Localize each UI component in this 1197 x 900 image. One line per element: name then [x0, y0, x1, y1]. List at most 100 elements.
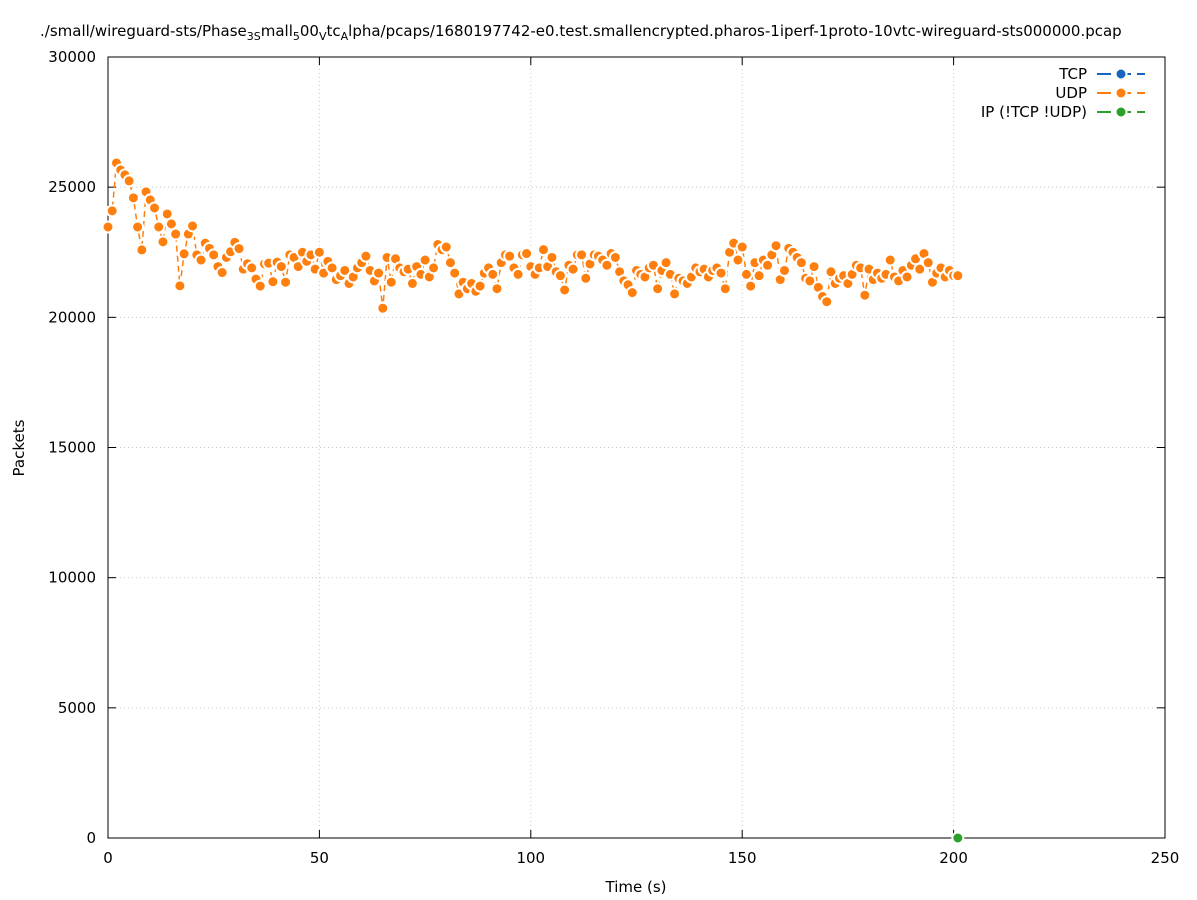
plot-border — [107, 56, 1166, 839]
x-tick-label: 150 — [728, 849, 757, 867]
data-point — [761, 258, 775, 272]
x-tick-label: 0 — [103, 849, 113, 867]
data-point — [245, 261, 259, 275]
x-tick-label: 250 — [1151, 849, 1180, 867]
x-tick-label: 200 — [939, 849, 968, 867]
data-point — [558, 283, 572, 297]
data-point — [566, 262, 580, 276]
title-segment: tc — [327, 22, 341, 40]
data-point — [418, 253, 432, 267]
title-segment: mall — [261, 22, 293, 40]
title-segment: 00 — [300, 22, 319, 40]
title-segment: ./small/wireguard-sts/Phase — [40, 22, 247, 40]
legend-swatch-point — [1114, 86, 1128, 100]
data-point — [274, 260, 288, 274]
data-point — [951, 831, 965, 845]
data-point — [536, 243, 550, 257]
data-point — [135, 243, 149, 257]
data-point — [651, 282, 665, 296]
data-point — [105, 204, 119, 218]
y-axis-label: Packets — [10, 419, 28, 476]
data-point — [659, 256, 673, 270]
legend-label: IP (!TCP !UDP) — [981, 103, 1087, 121]
data-point — [148, 201, 162, 215]
title-segment: lpha/pcaps/1680197742-e0.test.smallencry… — [348, 22, 1122, 40]
data-point — [384, 275, 398, 289]
data-point — [443, 256, 457, 270]
data-point — [186, 219, 200, 233]
data-point — [668, 287, 682, 301]
data-point — [858, 288, 872, 302]
data-point — [448, 266, 462, 280]
data-point — [735, 240, 749, 254]
data-point — [405, 276, 419, 290]
data-point — [486, 267, 500, 281]
data-point — [312, 245, 326, 259]
data-point — [439, 240, 453, 254]
data-point — [325, 261, 339, 275]
data-point — [177, 247, 191, 261]
data-point — [131, 220, 145, 234]
data-point — [553, 269, 567, 283]
data-point — [338, 263, 352, 277]
data-point — [883, 253, 897, 267]
data-point — [279, 275, 293, 289]
data-point — [744, 279, 758, 293]
data-point — [913, 262, 927, 276]
data-point — [752, 269, 766, 283]
data-point — [173, 279, 187, 293]
data-point — [427, 261, 441, 275]
title-segment: A — [341, 30, 349, 43]
data-point — [215, 266, 229, 280]
data-point — [207, 248, 221, 262]
data-point — [824, 265, 838, 279]
data-point — [253, 279, 267, 293]
data-point — [714, 266, 728, 280]
data-point — [900, 270, 914, 284]
legend-swatch-point — [1114, 105, 1128, 119]
x-tick-label: 50 — [310, 849, 329, 867]
y-tick-label: 25000 — [48, 178, 96, 196]
y-tick-label: 15000 — [48, 439, 96, 457]
data-point — [122, 174, 136, 188]
data-point — [126, 191, 140, 205]
data-point — [376, 301, 390, 315]
data-point — [769, 239, 783, 253]
title-segment: 3S — [247, 30, 261, 43]
data-point — [739, 267, 753, 281]
x-axis-label: Time (s) — [605, 878, 667, 896]
data-point — [777, 263, 791, 277]
data-point — [520, 247, 534, 261]
data-point — [951, 269, 965, 283]
data-point — [156, 235, 170, 249]
data-point — [101, 220, 115, 234]
data-point — [511, 267, 525, 281]
data-point — [473, 279, 487, 293]
data-point — [718, 282, 732, 296]
data-point — [232, 242, 246, 256]
y-tick-label: 30000 — [48, 48, 96, 66]
data-point — [575, 248, 589, 262]
data-point — [625, 286, 639, 300]
data-point — [803, 274, 817, 288]
y-tick-label: 0 — [86, 829, 96, 847]
y-tick-label: 10000 — [48, 569, 96, 587]
data-point — [579, 271, 593, 285]
data-point — [820, 295, 834, 309]
legend-label: TCP — [1058, 65, 1087, 83]
data-point — [608, 250, 622, 264]
data-point — [794, 256, 808, 270]
data-point — [600, 258, 614, 272]
title-segment: V — [319, 30, 327, 43]
data-point — [490, 282, 504, 296]
data-point — [731, 253, 745, 267]
data-point — [359, 249, 373, 263]
title-segment: 5 — [293, 30, 300, 43]
data-point — [152, 220, 166, 234]
data-point — [807, 260, 821, 274]
data-point — [169, 227, 183, 241]
data-point — [545, 250, 559, 264]
chart-title: ./small/wireguard-sts/Phase3Small500VtcA… — [40, 22, 1122, 43]
